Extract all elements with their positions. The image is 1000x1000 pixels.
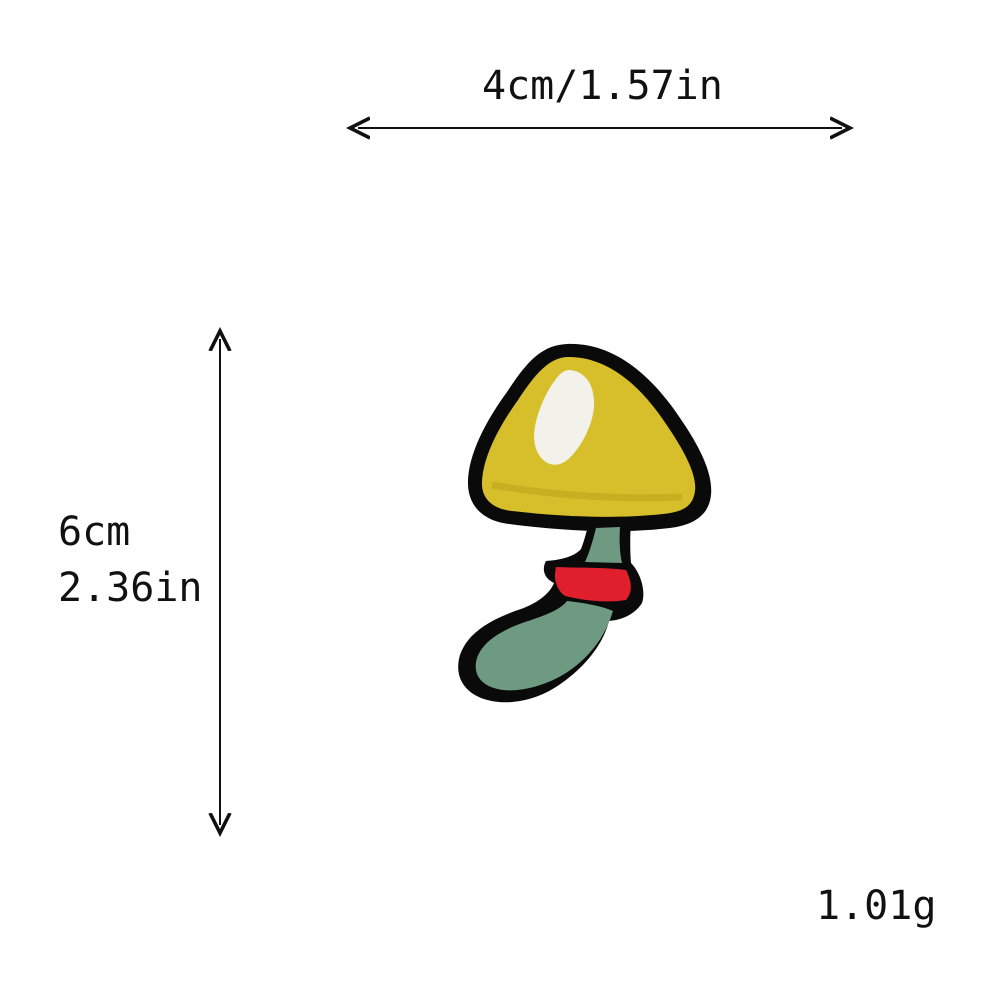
- height-dimension-cm-label: 6cm: [58, 509, 131, 555]
- width-dimension-label: 4cm/1.57in: [482, 63, 723, 109]
- weight-label: 1.01g: [816, 883, 937, 929]
- mushroom-highlight: [534, 370, 595, 465]
- height-dimension-in-label: 2.36in: [58, 565, 203, 611]
- mushroom-lower-stem: [475, 601, 613, 691]
- mushroom-collar: [555, 567, 631, 602]
- mushroom-patch: [458, 343, 712, 703]
- mushroom-cap: [482, 356, 696, 517]
- mushroom-upper-stem: [585, 527, 622, 563]
